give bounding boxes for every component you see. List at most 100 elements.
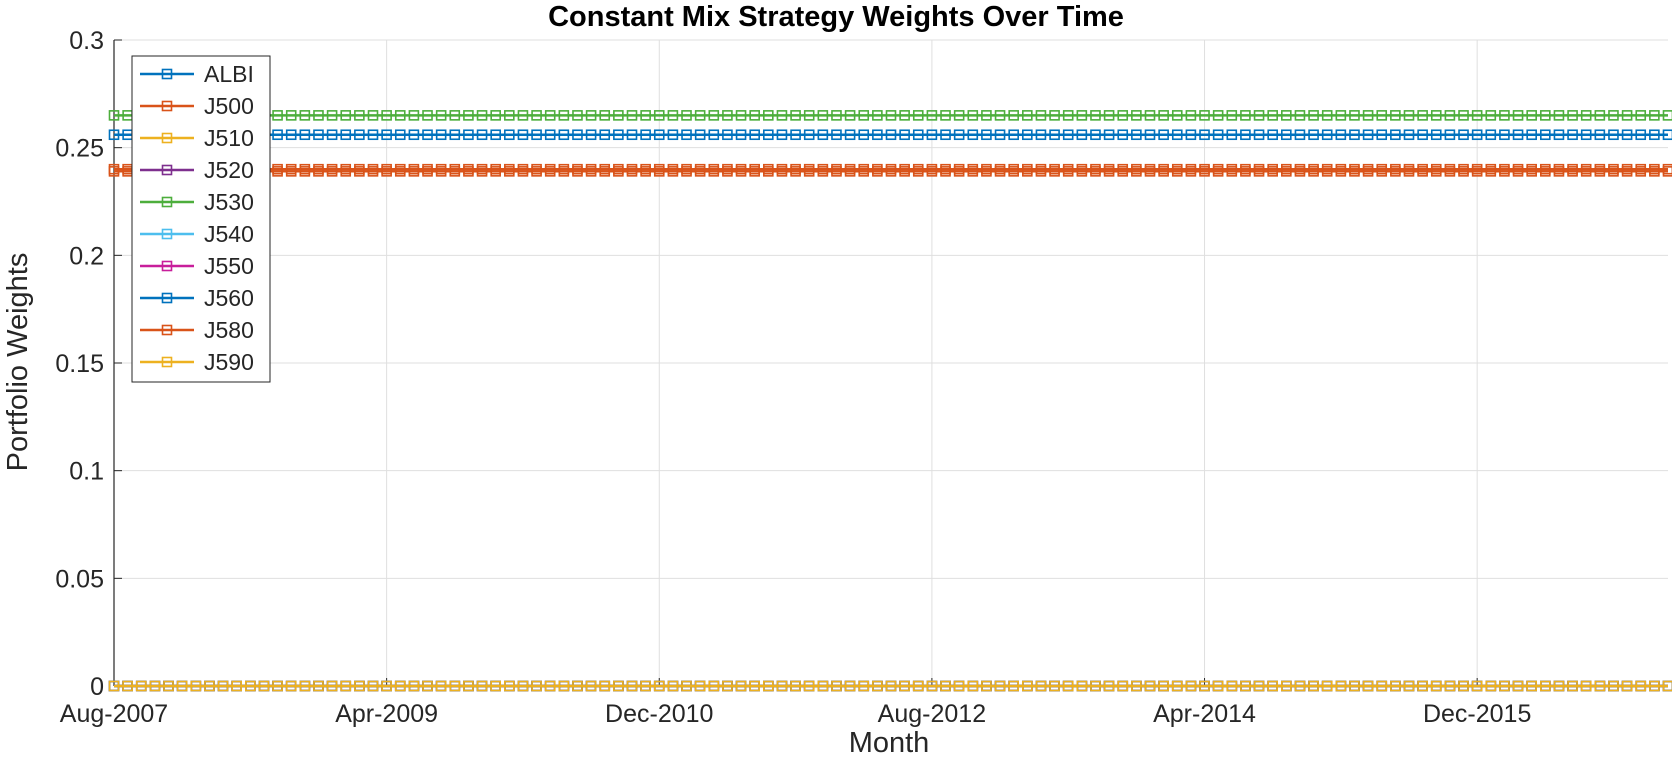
data-point-marker	[1417, 110, 1428, 121]
data-point-marker	[1512, 680, 1524, 692]
data-point-marker	[940, 110, 951, 121]
data-point-marker	[1635, 110, 1647, 121]
legend-swatch-marker	[161, 324, 173, 336]
data-point-marker	[1485, 680, 1497, 692]
data-point-marker	[858, 163, 870, 175]
data-point-marker	[422, 680, 433, 692]
data-point-marker	[1144, 680, 1156, 692]
data-point-marker	[367, 129, 379, 141]
data-point-marker	[708, 129, 720, 141]
data-point-marker	[1444, 110, 1456, 121]
data-point-marker	[667, 129, 679, 141]
data-point-marker	[885, 129, 897, 141]
data-point-marker	[844, 680, 856, 692]
legend-entry-j500: J500	[140, 93, 254, 119]
data-point-marker	[1362, 163, 1374, 175]
data-point-marker	[544, 110, 556, 121]
data-point-marker	[763, 110, 774, 121]
data-point-marker	[504, 129, 515, 141]
data-point-marker	[1199, 680, 1210, 692]
data-point-marker	[1103, 680, 1115, 692]
data-point-marker	[831, 129, 842, 141]
data-point-marker	[1131, 163, 1142, 175]
data-point-marker	[435, 110, 447, 121]
data-point-marker	[1008, 163, 1019, 175]
data-point-marker	[844, 129, 856, 141]
data-point-marker	[776, 110, 788, 121]
data-point-marker	[367, 163, 379, 175]
data-point-marker	[1608, 163, 1619, 175]
data-point-marker	[517, 129, 529, 141]
data-point-marker	[1144, 129, 1156, 141]
data-point-marker	[1594, 110, 1606, 121]
data-point-marker	[1022, 129, 1033, 141]
data-point-marker	[1226, 163, 1238, 175]
data-point-marker	[1444, 163, 1456, 175]
data-point-marker	[1131, 129, 1142, 141]
data-point-marker	[803, 163, 815, 175]
data-point-marker	[122, 680, 133, 692]
data-point-marker	[1662, 680, 1672, 692]
data-point-marker	[872, 129, 883, 141]
data-point-marker	[776, 680, 788, 692]
data-point-marker	[1022, 163, 1033, 175]
data-point-marker	[1022, 110, 1033, 121]
data-point-marker	[422, 129, 433, 141]
data-point-marker	[626, 163, 638, 175]
data-point-marker	[1103, 129, 1115, 141]
data-point-marker	[613, 129, 624, 141]
data-point-marker	[558, 110, 570, 121]
data-point-marker	[245, 680, 256, 692]
data-point-marker	[504, 163, 515, 175]
y-tick-label: 0.1	[69, 458, 104, 486]
data-point-marker	[1144, 163, 1156, 175]
data-point-marker	[135, 680, 147, 692]
data-point-marker	[1158, 163, 1169, 175]
data-point-marker	[1035, 163, 1047, 175]
data-point-marker	[1567, 163, 1578, 175]
data-point-marker	[1240, 680, 1251, 692]
data-point-marker	[681, 163, 692, 175]
data-point-marker	[1171, 129, 1183, 141]
data-point-marker	[1103, 110, 1115, 121]
data-point-marker	[585, 680, 597, 692]
data-point-marker	[708, 110, 720, 121]
data-point-marker	[354, 680, 365, 692]
data-point-marker	[1253, 680, 1265, 692]
data-point-marker	[1594, 163, 1606, 175]
data-point-marker	[435, 680, 447, 692]
data-point-marker	[463, 163, 474, 175]
legend-swatch-marker	[161, 196, 173, 208]
data-point-marker	[1226, 129, 1238, 141]
data-point-marker	[885, 110, 897, 121]
legend-swatch-marker	[161, 292, 173, 304]
data-point-marker	[1240, 110, 1251, 121]
data-point-marker	[285, 110, 297, 121]
data-point-marker	[449, 110, 461, 121]
data-point-marker	[1526, 680, 1537, 692]
data-point-marker	[817, 163, 829, 175]
data-point-marker	[1335, 110, 1347, 121]
data-point-marker	[1281, 110, 1292, 121]
data-point-marker	[735, 680, 747, 692]
data-point-marker	[667, 110, 679, 121]
data-point-marker	[340, 129, 352, 141]
data-point-marker	[272, 163, 283, 175]
data-point-marker	[722, 163, 733, 175]
data-point-marker	[354, 163, 365, 175]
legend-label: J510	[204, 125, 254, 151]
data-point-marker	[1512, 110, 1524, 121]
data-point-marker	[981, 110, 992, 121]
legend-entry-j520: J520	[140, 157, 254, 183]
data-point-marker	[1580, 129, 1592, 141]
data-point-marker	[1417, 163, 1428, 175]
data-point-marker	[1199, 163, 1210, 175]
data-point-marker	[190, 680, 202, 692]
data-point-marker	[585, 163, 597, 175]
data-point-marker	[681, 680, 692, 692]
series-j590	[108, 680, 1672, 692]
data-point-marker	[1294, 129, 1306, 141]
data-point-marker	[940, 680, 951, 692]
data-point-marker	[1376, 129, 1388, 141]
data-point-marker	[1335, 163, 1347, 175]
